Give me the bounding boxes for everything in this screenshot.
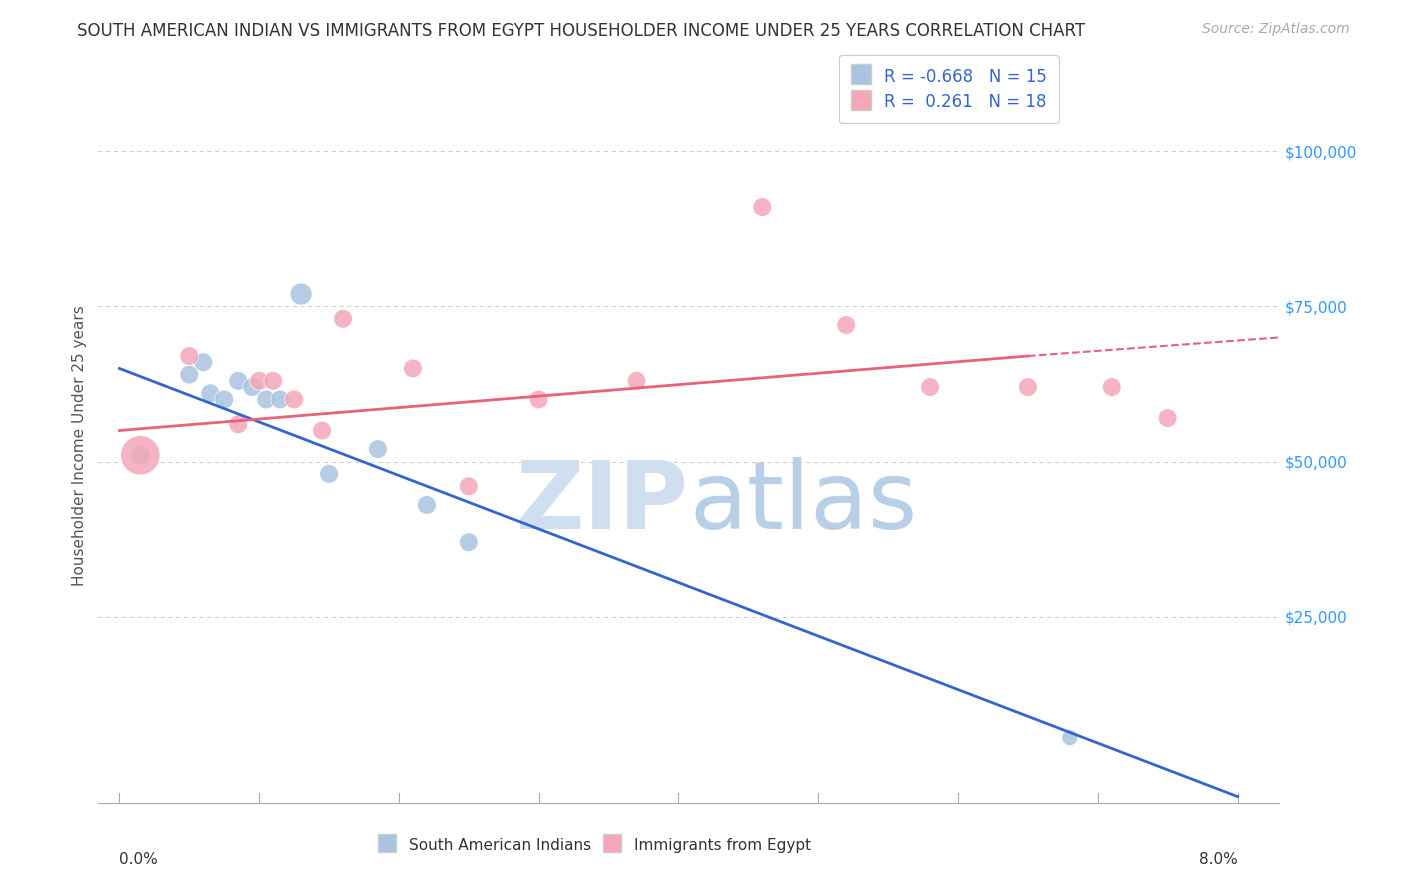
Y-axis label: Householder Income Under 25 years: Householder Income Under 25 years	[72, 306, 87, 586]
Text: Source: ZipAtlas.com: Source: ZipAtlas.com	[1202, 22, 1350, 37]
Point	[254, 392, 277, 407]
Point	[311, 424, 333, 438]
Point	[318, 467, 340, 481]
Point	[262, 374, 284, 388]
Point	[457, 479, 479, 493]
Point	[247, 374, 270, 388]
Text: atlas: atlas	[689, 457, 917, 549]
Legend: South American Indians, Immigrants from Egypt: South American Indians, Immigrants from …	[373, 830, 817, 859]
Point	[1059, 731, 1081, 745]
Point	[416, 498, 439, 512]
Point	[212, 392, 235, 407]
Text: SOUTH AMERICAN INDIAN VS IMMIGRANTS FROM EGYPT HOUSEHOLDER INCOME UNDER 25 YEARS: SOUTH AMERICAN INDIAN VS IMMIGRANTS FROM…	[77, 22, 1085, 40]
Point	[240, 380, 263, 394]
Point	[290, 287, 312, 301]
Point	[179, 349, 201, 363]
Point	[835, 318, 858, 332]
Text: ZIP: ZIP	[516, 457, 689, 549]
Point	[332, 311, 354, 326]
Point	[129, 448, 152, 462]
Point	[1156, 411, 1178, 425]
Point	[626, 374, 648, 388]
Point	[200, 386, 222, 401]
Point	[751, 200, 773, 214]
Point	[269, 392, 291, 407]
Text: 0.0%: 0.0%	[120, 853, 157, 867]
Point	[129, 448, 152, 462]
Point	[457, 535, 479, 549]
Point	[918, 380, 941, 394]
Point	[226, 374, 249, 388]
Point	[402, 361, 425, 376]
Text: 8.0%: 8.0%	[1199, 853, 1237, 867]
Point	[226, 417, 249, 432]
Point	[1101, 380, 1123, 394]
Point	[179, 368, 201, 382]
Point	[1017, 380, 1039, 394]
Point	[283, 392, 305, 407]
Point	[527, 392, 550, 407]
Point	[367, 442, 389, 456]
Point	[193, 355, 215, 369]
